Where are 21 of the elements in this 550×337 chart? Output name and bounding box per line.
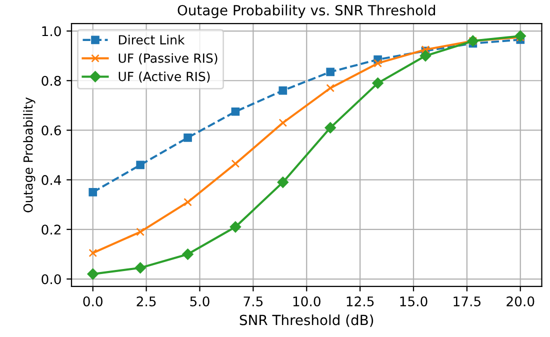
legend-label: Direct Link: [118, 34, 185, 45]
chart-title: Outage Probability vs. SNR Threshold: [178, 4, 436, 18]
x-tick-label: 17.5: [454, 296, 480, 306]
y-tick-label: 1.0: [42, 26, 61, 36]
x-axis-title: SNR Threshold (dB): [240, 314, 374, 327]
legend-label: UF (Active RIS): [118, 72, 210, 83]
y-axis-title: Outage Probability: [23, 97, 36, 212]
x-tick-label: 5.0: [190, 296, 210, 306]
y-tick-label: 0.8: [42, 76, 61, 86]
x-tick-label: 7.5: [244, 296, 263, 306]
x-tick-label: 12.5: [346, 296, 374, 306]
y-tick-label: 0.2: [42, 224, 60, 235]
x-tick-label: 2.5: [136, 296, 156, 306]
legend-label: UF (Passive RIS): [118, 53, 218, 64]
x-tick-label: 15.0: [400, 296, 428, 306]
x-tick-label: 10.0: [293, 296, 320, 306]
y-tick-label: 0.0: [42, 274, 61, 284]
y-tick-label: 0.4: [42, 175, 62, 186]
x-tick-label: 20.0: [506, 296, 534, 306]
x-tick-label: 0.0: [83, 296, 102, 306]
y-tick-label: 0.6: [42, 125, 61, 136]
